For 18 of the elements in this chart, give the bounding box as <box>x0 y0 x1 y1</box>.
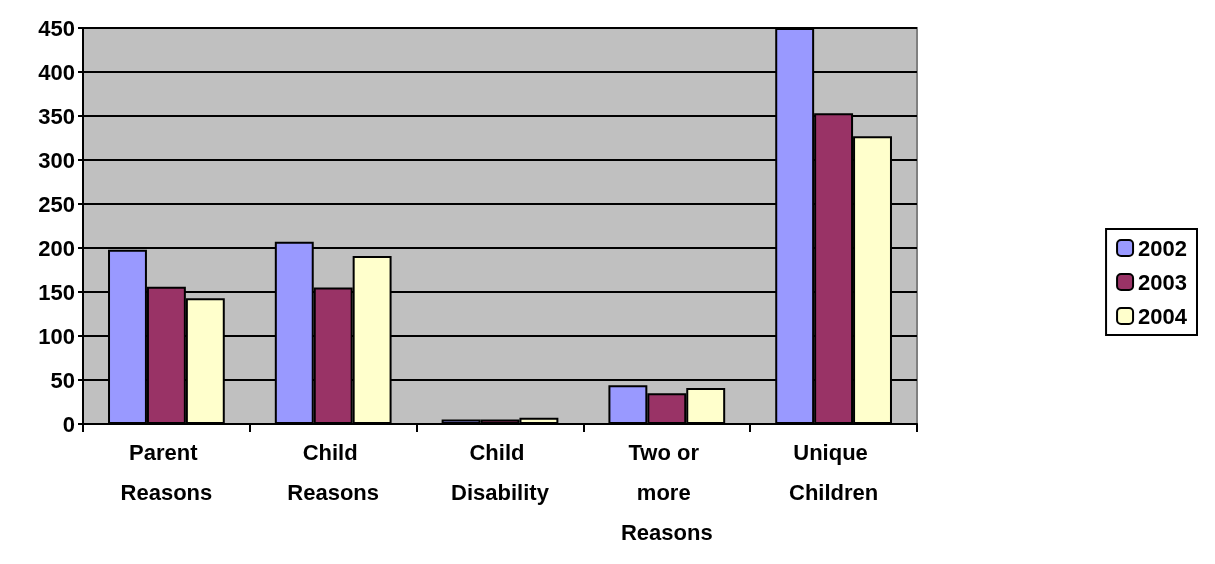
y-tick-label: 100 <box>38 323 75 349</box>
legend-label: 2004 <box>1138 303 1188 329</box>
x-tick-label: Child Reasons <box>287 439 380 505</box>
y-tick-label: 400 <box>38 59 75 85</box>
y-tick-label: 350 <box>38 103 75 129</box>
y-tick-label: 250 <box>38 191 75 217</box>
y-tick-label: 300 <box>38 147 75 173</box>
y-tick-label: 50 <box>50 367 75 393</box>
y-tick-label: 150 <box>38 279 75 305</box>
legend-label: 2002 <box>1138 235 1188 261</box>
x-tick-label: Unique Children <box>788 439 879 505</box>
y-tick-label: 450 <box>38 15 75 41</box>
legend-label: 2003 <box>1138 269 1188 295</box>
y-tick-label: 0 <box>62 411 75 437</box>
y-tick-label: 200 <box>38 235 75 261</box>
x-tick-label: Parent Reasons <box>120 439 213 505</box>
x-tick-label: Two or more Reasons <box>620 439 713 545</box>
x-tick-label: Child Disability <box>451 439 550 505</box>
